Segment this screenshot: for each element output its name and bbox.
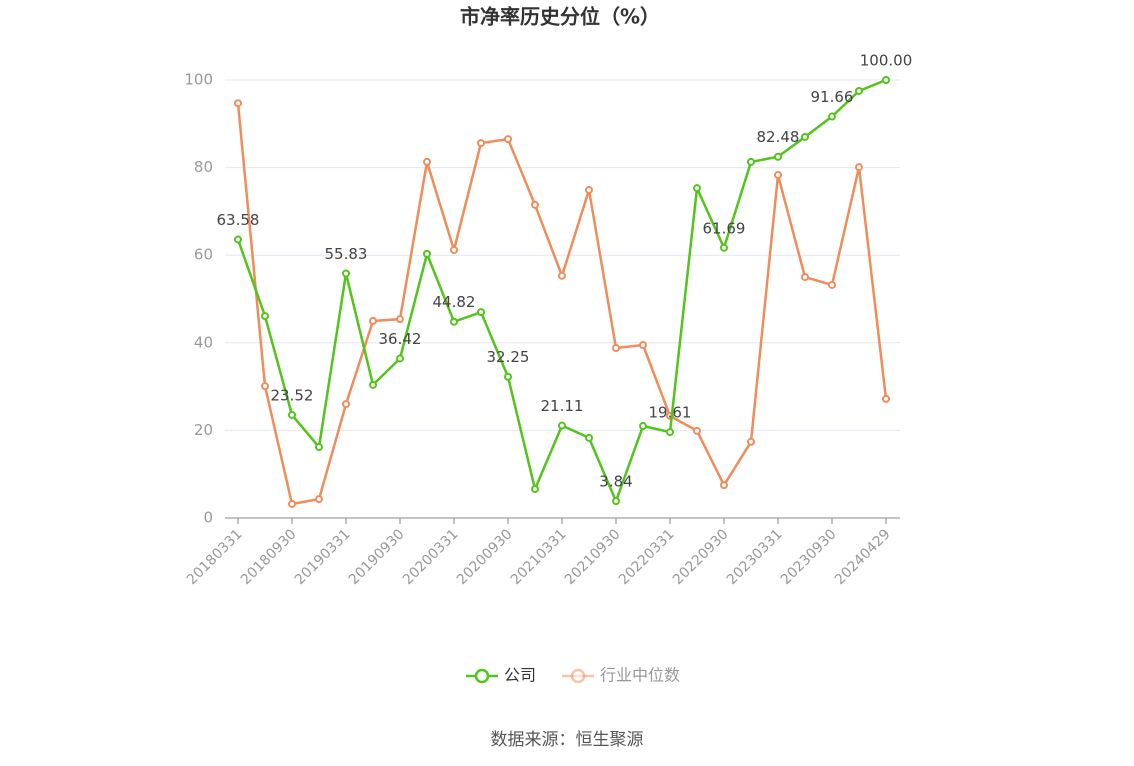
data-label: 55.83	[325, 245, 368, 263]
data-point	[855, 86, 863, 95]
x-tick-label: 20180331	[184, 526, 246, 588]
data-point	[423, 249, 431, 258]
data-label: 21.11	[541, 397, 584, 415]
series-line	[236, 103, 888, 506]
source: 数据来源：恒生聚源	[491, 730, 644, 750]
x-tick-label: 20220930	[670, 526, 732, 588]
data-point	[477, 139, 485, 148]
data-label: 82.48	[757, 128, 800, 146]
data-point	[234, 99, 242, 108]
x-tick-label: 20210930	[562, 526, 624, 588]
x-tick-label: 20230331	[724, 526, 786, 588]
data-point	[342, 269, 350, 278]
legend-marker	[570, 668, 586, 684]
data-point	[747, 437, 755, 446]
data-point	[369, 316, 377, 325]
data-point	[531, 485, 539, 494]
y-tick-label: 40	[194, 333, 213, 351]
data-point	[504, 372, 512, 381]
x-tick-label: 20230930	[778, 526, 840, 588]
data-point	[720, 481, 728, 490]
y-tick-label: 0	[203, 509, 213, 527]
data-point	[720, 243, 728, 252]
data-point	[639, 340, 647, 349]
y-tick-label: 100	[184, 71, 213, 89]
legend-label: 公司	[504, 666, 536, 685]
data-point	[315, 495, 323, 504]
x-tick-label: 20220331	[616, 526, 678, 588]
data-point	[666, 428, 674, 437]
data-point	[315, 443, 323, 452]
data-point	[342, 400, 350, 409]
data-point	[450, 317, 458, 326]
data-label: 91.66	[811, 88, 854, 106]
data-point	[585, 433, 593, 442]
data-point	[828, 112, 836, 121]
data-point	[882, 76, 890, 84]
data-point	[774, 171, 782, 180]
data-label: 36.42	[379, 330, 422, 348]
data-point	[477, 308, 485, 317]
data-point	[423, 157, 431, 166]
data-label: 44.82	[433, 293, 476, 311]
data-point	[288, 499, 296, 508]
data-label: 100.00	[860, 52, 913, 70]
x-tick-label: 20190930	[346, 526, 408, 588]
data-point	[693, 184, 701, 193]
y-tick-label: 20	[194, 421, 213, 439]
data-point	[828, 280, 836, 289]
data-point	[396, 354, 404, 363]
data-point	[801, 273, 809, 282]
data-point	[612, 344, 620, 353]
chart-title: 市净率历史分位（%）	[460, 5, 660, 29]
data-label: 23.52	[271, 386, 314, 404]
data-point	[396, 315, 404, 324]
data-point	[693, 426, 701, 435]
y-tick-label: 60	[194, 246, 213, 264]
data-point	[450, 245, 458, 254]
legend-marker	[474, 668, 490, 684]
data-point	[882, 394, 890, 403]
data-point	[504, 135, 512, 144]
data-point	[369, 380, 377, 389]
x-tick-label: 20200331	[400, 526, 462, 588]
data-point	[558, 421, 566, 430]
x-tick-label: 20180930	[238, 526, 300, 588]
x-tick-label: 20190331	[292, 526, 354, 588]
data-point	[261, 312, 269, 321]
data-point	[774, 152, 782, 161]
data-point	[558, 271, 566, 280]
data-point	[855, 163, 863, 172]
data-point	[234, 235, 242, 244]
data-point	[747, 157, 755, 166]
x-tick-label: 20200930	[454, 526, 516, 588]
data-point	[261, 382, 269, 391]
legend-label: 行业中位数	[600, 666, 680, 685]
y-tick-label: 80	[194, 158, 213, 176]
data-label: 19.61	[649, 404, 692, 422]
data-point	[639, 422, 647, 431]
data-point	[801, 132, 809, 141]
data-label: 63.58	[217, 211, 260, 229]
data-label: 3.84	[599, 473, 632, 491]
data-point	[531, 200, 539, 209]
data-point	[585, 185, 593, 194]
x-tick-label: 20240429	[832, 526, 894, 588]
data-point	[288, 410, 296, 419]
data-label: 61.69	[703, 219, 746, 237]
data-label: 32.25	[487, 348, 530, 366]
x-tick-label: 20210331	[508, 526, 570, 588]
data-point	[612, 497, 620, 506]
